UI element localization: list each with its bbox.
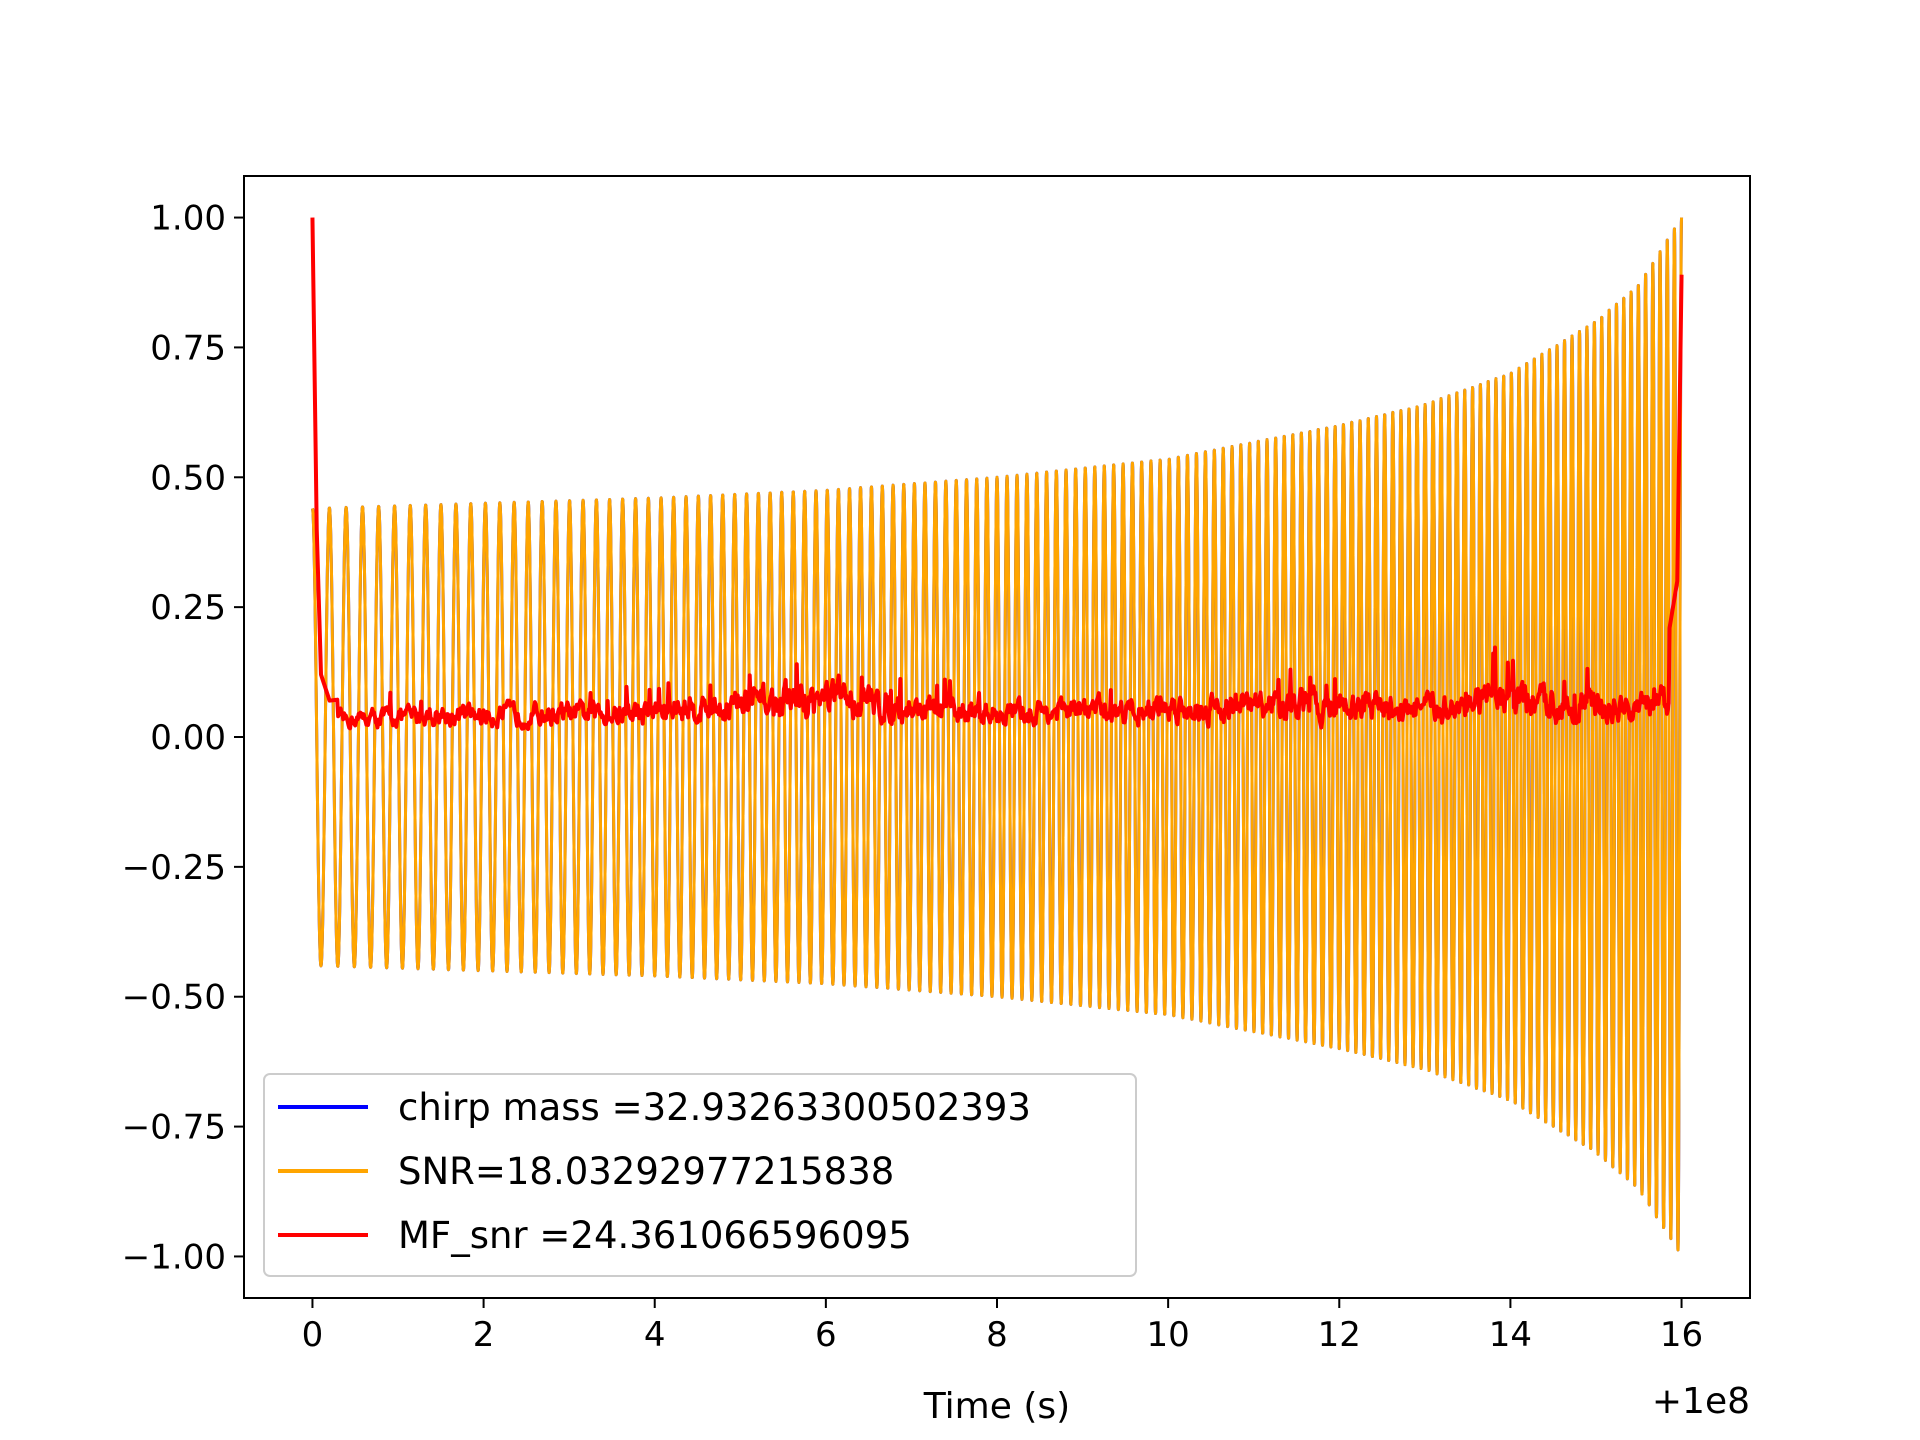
y-tick-label: −0.25	[122, 848, 226, 888]
x-offset-label: +1e8	[1652, 1381, 1750, 1422]
x-axis-label: Time (s)	[923, 1386, 1070, 1427]
x-tick-label: 6	[815, 1315, 837, 1355]
x-tick-label: 4	[644, 1315, 666, 1355]
y-tick-label: −0.50	[122, 978, 226, 1018]
x-tick-label: 16	[1660, 1315, 1703, 1355]
y-tick-label: 0.50	[150, 458, 226, 498]
legend: chirp mass =32.93263300502393 SNR=18.032…	[263, 1073, 1137, 1277]
x-tick-label: 10	[1147, 1315, 1190, 1355]
legend-label-0: chirp mass =32.93263300502393	[398, 1086, 1031, 1129]
y-tick-label: −1.00	[122, 1237, 226, 1277]
y-tick-label: 0.75	[150, 328, 226, 368]
x-tick-label: 2	[473, 1315, 495, 1355]
legend-label-1: SNR=18.03292977215838	[398, 1150, 894, 1193]
legend-box	[263, 1073, 1137, 1277]
series-layer	[310, 217, 1684, 1252]
series-line-2	[310, 217, 1684, 732]
x-tick-label: 0	[302, 1315, 324, 1355]
x-tick-label: 8	[986, 1315, 1008, 1355]
x-tick-label: 12	[1318, 1315, 1361, 1355]
y-tick-label: 1.00	[150, 199, 226, 239]
ticks-layer: 0 2 4 6 8 10 12 14 16 1.00 0.75 0.50 0.25 0.00 −0.25 −0…	[122, 199, 1703, 1355]
y-tick-label: 0.00	[150, 718, 226, 758]
series-line-1	[311, 217, 1684, 1252]
y-tick-label: −0.75	[122, 1108, 226, 1148]
legend-label-2: MF_snr =24.361066596095	[398, 1214, 912, 1257]
x-tick-label: 14	[1489, 1315, 1532, 1355]
y-tick-label: 0.25	[150, 588, 226, 628]
